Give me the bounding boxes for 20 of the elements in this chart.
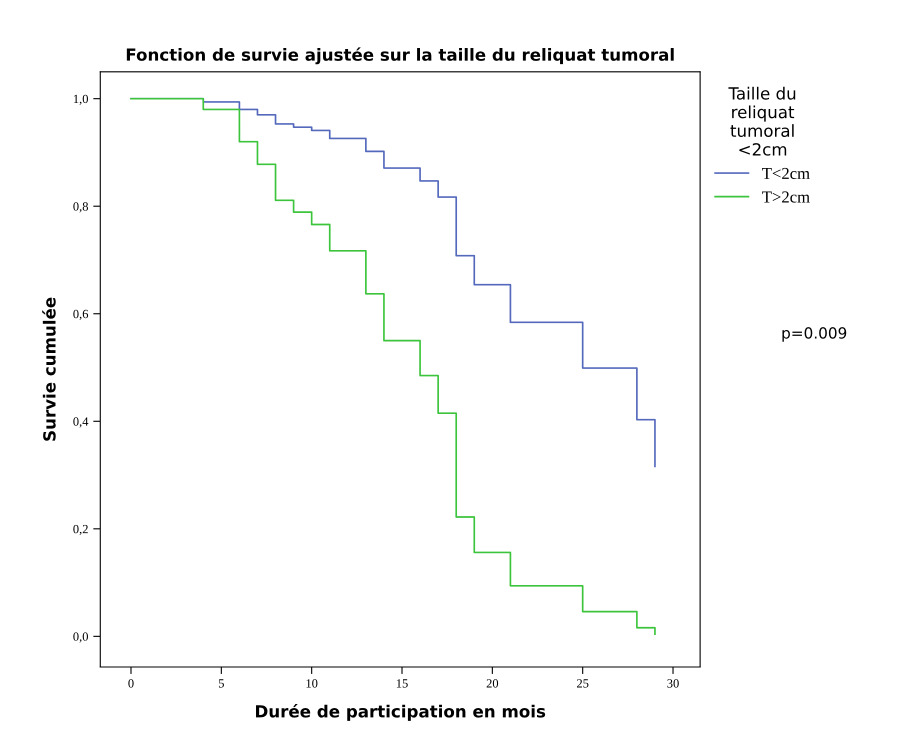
x-tick-label: 0 [128,679,134,688]
y-tick-label: 0,0 [73,632,88,643]
y-tick-label: 1,0 [74,94,88,105]
x-tick-label: 10 [306,679,318,688]
x-tick-label: 25 [576,679,588,688]
x-tick-label: 20 [486,679,498,688]
x-tick-label: 5 [218,679,224,688]
y-axis-title: Survie cumulée [42,298,56,441]
y-tick-label: 0,8 [73,202,88,212]
y-tick-label: 0,2 [73,524,88,536]
x-tick-label: 15 [396,679,408,688]
x-axis-title: Durée de participation en mois [256,704,546,721]
y-tick-label: 0,6 [73,310,88,320]
text: p=0.009 [782,327,846,342]
chart-title: Fonction de survie ajustée sur la taille du reliquat tumoral [126,47,674,64]
x-tick-label: 30 [667,679,679,688]
legend-label: T>2cm [762,191,810,203]
legend-title: Taille du reliquat tumoral <2cm [728,86,796,156]
y-tick-label: 0,4 [73,417,88,428]
legend-label: T<2cm [762,168,810,180]
